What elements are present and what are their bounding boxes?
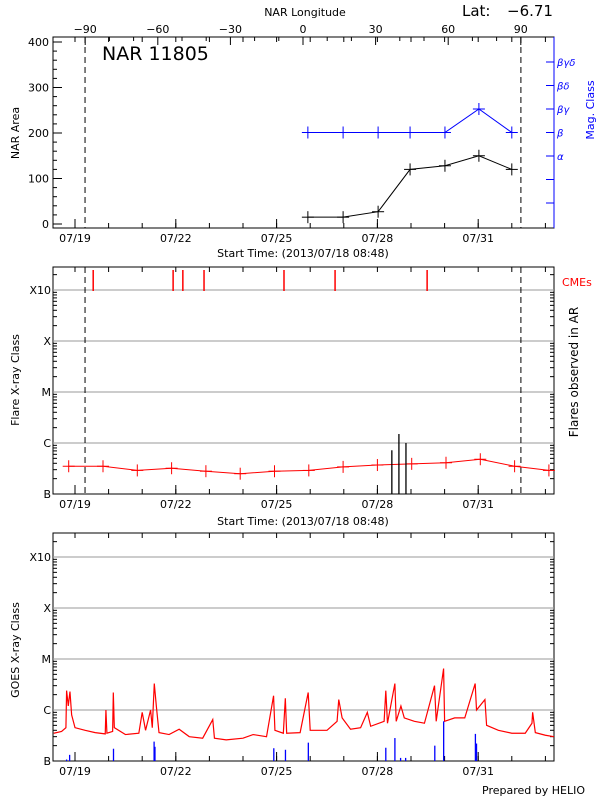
longitude-tick-label: −30 — [219, 23, 242, 36]
longitude-axis-title: NAR Longitude — [264, 6, 346, 19]
mag-class-tick-label: βγδ — [556, 58, 575, 69]
flare-class-data-point — [508, 460, 521, 473]
y2-axis-title-mag-class: Mag. Class — [584, 80, 597, 139]
flare-class-panel: B C M X X10 07/19 07/22 07/25 07/28 07/31 — [29, 266, 555, 511]
flare-class-data-point — [62, 460, 75, 473]
y-tick-label: C — [43, 437, 51, 450]
area-data-point — [404, 163, 417, 176]
y-tick-label: 0 — [42, 218, 49, 231]
x-tick-label: 07/28 — [362, 498, 394, 511]
x-tick-label: 07/31 — [462, 765, 494, 778]
mag-class-tick-label: β — [556, 129, 564, 140]
x-tick-label: 07/19 — [59, 765, 91, 778]
longitude-tick-label: 90 — [514, 23, 528, 36]
y-axis-title-area: NAR Area — [9, 107, 22, 159]
longitude-tick-label: 0 — [300, 23, 307, 36]
flare-class-data-point — [199, 465, 212, 478]
plot-frame — [52, 266, 555, 495]
x-tick-label: 07/25 — [261, 498, 293, 511]
mag-class-tick-label: βγ — [556, 105, 570, 116]
area-data-point — [438, 159, 451, 172]
longitude-tick-label: −60 — [146, 23, 169, 36]
mag-class-data-point — [301, 126, 314, 139]
x-tick-label: 07/25 — [261, 765, 293, 778]
y-axis-title-flare: Flare X-ray Class — [9, 334, 22, 426]
area-data-point — [505, 163, 518, 176]
latitude-value: −6.71 — [507, 2, 553, 20]
mag-class-tick-label: βδ — [556, 82, 570, 93]
y-tick-label: 300 — [28, 82, 49, 95]
longitude-tick-label: 30 — [369, 23, 383, 36]
y-tick-label: 100 — [28, 173, 49, 186]
flare-class-data-point — [165, 462, 178, 475]
mag-class-data-point — [505, 126, 518, 139]
panel-title: NAR 11805 — [102, 43, 209, 65]
x-tick-label: 07/28 — [362, 765, 394, 778]
area-data-point — [301, 211, 314, 224]
y-tick-label: B — [43, 488, 51, 501]
y-tick-label: C — [43, 704, 51, 717]
y-tick-label: M — [42, 386, 52, 399]
flare-class-data-point — [337, 460, 350, 473]
x-tick-label: 07/22 — [160, 765, 192, 778]
latitude-label: Lat: — [462, 2, 490, 20]
y-axis-title-goes: GOES X-ray Class — [9, 602, 22, 698]
x-tick-label: 07/22 — [160, 232, 192, 245]
goes-xray-panel: B C M X X10 07/19 07/22 07/25 07/28 07/31 — [29, 532, 555, 778]
x-axis-title-2: Start Time: (2013/07/18 08:48) — [217, 515, 389, 528]
flare-class-data-point — [405, 457, 418, 470]
longitude-tick-label: −90 — [74, 23, 97, 36]
longitude-tick-label: 60 — [441, 23, 455, 36]
area-data-point — [337, 211, 350, 224]
cme-legend-label: CMEs — [562, 276, 592, 289]
x-tick-label: 07/19 — [59, 232, 91, 245]
flare-class-data-point — [302, 464, 315, 477]
flare-class-data-point — [371, 459, 384, 472]
flare-class-data-point — [440, 456, 452, 469]
goes-long-channel-line — [53, 668, 555, 741]
flare-class-data-point — [542, 464, 555, 477]
y-tick-label: B — [43, 755, 51, 768]
y-tick-label: X10 — [29, 551, 51, 564]
y2-axis-title-flares-ar: Flares observed in AR — [567, 307, 581, 437]
credit-label: Prepared by HELIO — [482, 784, 585, 797]
mag-class-tick-label: α — [557, 152, 564, 163]
flare-class-data-point — [97, 460, 109, 473]
area-data-point — [372, 205, 385, 218]
mag-class-data-point — [372, 126, 385, 139]
mag-class-data-point — [337, 126, 350, 139]
x-tick-label: 07/31 — [462, 498, 494, 511]
y-tick-label: X — [43, 335, 51, 348]
plot-frame — [52, 532, 555, 762]
x-tick-label: 07/22 — [160, 498, 192, 511]
flare-class-data-point — [131, 464, 144, 477]
y-tick-label: M — [42, 653, 52, 666]
nar-area-panel: 07/19 07/22 07/25 07/28 07/310100200300400−9… — [28, 23, 575, 245]
flare-class-data-point — [268, 465, 281, 478]
flare-class-data-point — [474, 453, 487, 466]
x-axis-title-1: Start Time: (2013/07/18 08:48) — [217, 247, 389, 260]
x-tick-label: 07/28 — [362, 232, 394, 245]
flare-class-data-point — [234, 467, 247, 480]
y-tick-label: 200 — [28, 127, 49, 140]
y-tick-label: X — [43, 602, 51, 615]
x-tick-label: 07/25 — [261, 232, 293, 245]
mag-class-data-point — [404, 126, 417, 139]
mag-class-data-point — [438, 126, 451, 139]
mag-class-data-point — [472, 103, 485, 115]
y-tick-label: 400 — [28, 36, 49, 49]
x-tick-label: 07/19 — [59, 498, 91, 511]
x-tick-label: 07/31 — [462, 232, 494, 245]
area-data-point — [472, 149, 485, 162]
y-tick-label: X10 — [29, 284, 51, 297]
